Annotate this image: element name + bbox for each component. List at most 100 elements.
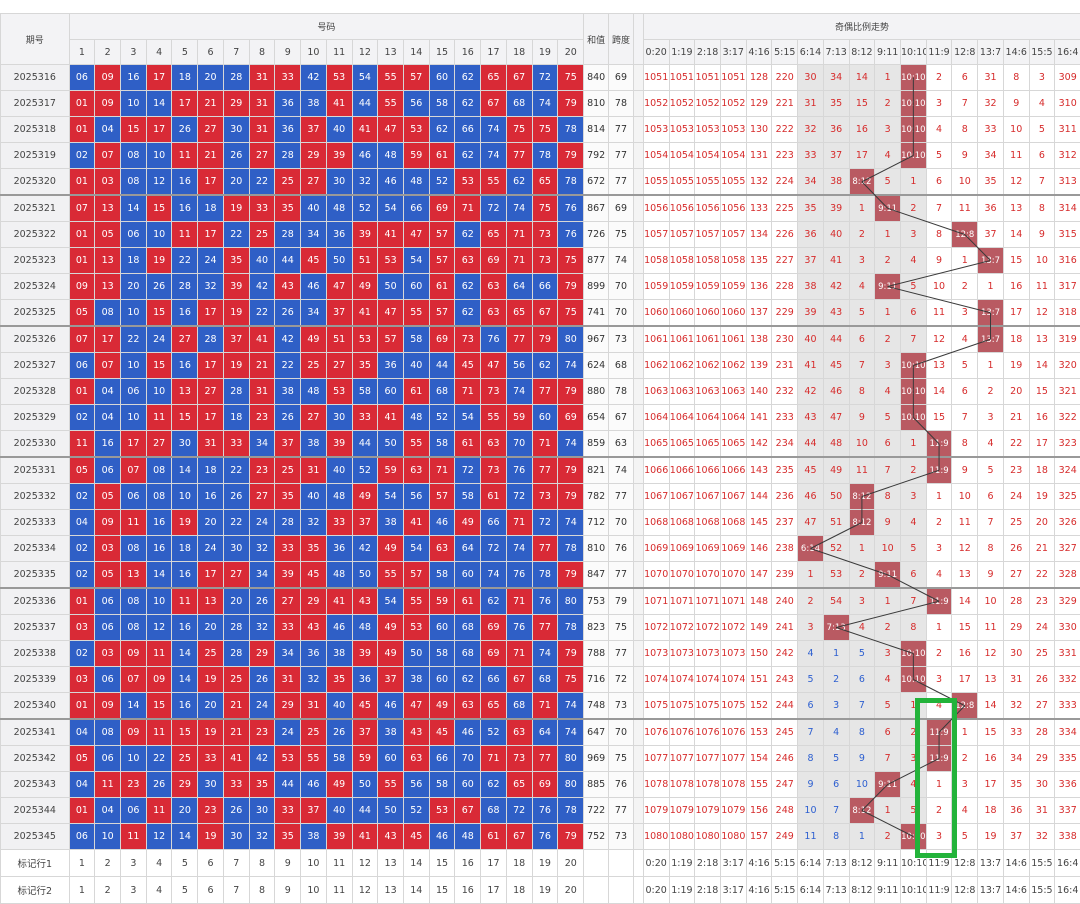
number-cell: 06 [69, 65, 95, 91]
number-cell: 18 [198, 195, 224, 222]
number-cell: 30 [223, 536, 249, 562]
number-cell: 02 [69, 405, 95, 431]
number-cell: 14 [146, 562, 172, 589]
ratio-count-cell: 1077 [643, 746, 669, 772]
ratio-count-cell: 1055 [669, 169, 695, 196]
ratio-count-cell: 1079 [695, 798, 721, 824]
ratio-count-cell: 32 [798, 117, 824, 143]
number-cell: 06 [95, 588, 121, 615]
marker-number-cell: 15 [429, 877, 455, 904]
ratio-count-cell: 23 [1003, 457, 1029, 484]
period-cell: 2025345 [1, 824, 70, 850]
period-cell: 2025321 [1, 195, 70, 222]
number-cell: 16 [95, 431, 121, 458]
number-cell: 34 [275, 641, 301, 667]
ratio-hit-cell: 10:10 [900, 117, 926, 143]
ratio-count-cell: 28 [1029, 719, 1055, 746]
number-cell: 17 [198, 300, 224, 327]
ratio-hit-cell: 8:12 [849, 798, 875, 824]
ratio-count-cell: 1078 [669, 772, 695, 798]
ratio-count-cell: 3 [798, 615, 824, 641]
ratio-count-cell: 36 [978, 195, 1004, 222]
number-cell: 22 [275, 353, 301, 379]
number-cell: 54 [378, 195, 404, 222]
number-cell: 63 [455, 693, 481, 720]
number-cell: 08 [121, 536, 147, 562]
ratio-count-cell: 2 [926, 65, 952, 91]
number-cell: 57 [403, 65, 429, 91]
ratio-count-cell: 3 [875, 353, 901, 379]
marker-ratio-cell: 7:13 [823, 850, 849, 877]
number-cell: 36 [352, 667, 378, 693]
number-cell: 62 [455, 274, 481, 300]
ratio-count-cell: 13 [1003, 195, 1029, 222]
marker-ratio-cell: 3:17 [720, 877, 746, 904]
number-cell: 37 [326, 300, 352, 327]
ratio-count-cell: 133 [746, 195, 772, 222]
period-cell: 2025341 [1, 719, 70, 746]
ratio-count-cell: 1052 [695, 91, 721, 117]
ratio-count-cell: 1061 [669, 326, 695, 353]
ratio-count-cell: 42 [823, 274, 849, 300]
sum-cell: 753 [584, 588, 609, 615]
ratio-count-cell: 27 [1003, 562, 1029, 589]
number-cell: 61 [481, 824, 507, 850]
number-cell: 01 [69, 588, 95, 615]
number-cell: 58 [429, 562, 455, 589]
marker-row-label: 标记行1 [1, 850, 70, 877]
ratio-count-cell: 221 [772, 91, 798, 117]
ratio-col-header: 14:6 [1003, 40, 1029, 65]
marker-ratio-cell: 16:4 [1055, 877, 1080, 904]
ratio-count-cell: 3 [900, 222, 926, 248]
marker-number-cell: 6 [198, 877, 224, 904]
span-cell: 63 [609, 431, 634, 458]
number-cell: 05 [95, 484, 121, 510]
number-cell: 41 [403, 510, 429, 536]
number-cell: 62 [481, 772, 507, 798]
number-cell: 15 [121, 117, 147, 143]
ratio-count-cell: 228 [772, 274, 798, 300]
number-cell: 68 [455, 615, 481, 641]
number-cell: 15 [146, 693, 172, 720]
number-cell: 13 [95, 195, 121, 222]
number-cell: 35 [275, 195, 301, 222]
ratio-count-cell: 30 [1003, 641, 1029, 667]
number-cell: 26 [223, 484, 249, 510]
ratio-count-cell: 1068 [695, 510, 721, 536]
ratio-count-cell: 1063 [695, 379, 721, 405]
number-cell: 57 [429, 248, 455, 274]
ratio-count-cell: 1070 [720, 562, 746, 589]
number-cell: 12 [146, 824, 172, 850]
ratio-col-header: 12:8 [952, 40, 978, 65]
ratio-count-cell: 135 [746, 248, 772, 274]
number-cell: 69 [558, 405, 584, 431]
number-cell: 14 [172, 824, 198, 850]
number-cell: 65 [481, 222, 507, 248]
number-cell: 20 [223, 169, 249, 196]
ratio-count-cell: 6 [900, 562, 926, 589]
ratio-count-cell: 10 [1029, 248, 1055, 274]
ratio-count-cell: 1065 [720, 431, 746, 458]
number-cell: 53 [352, 326, 378, 353]
number-cell: 15 [172, 405, 198, 431]
ratio-count-cell: 243 [772, 667, 798, 693]
marker-span-cell [609, 850, 634, 877]
ratio-count-cell: 5 [926, 143, 952, 169]
number-cell: 31 [301, 693, 327, 720]
number-cell: 62 [455, 667, 481, 693]
number-cell: 58 [455, 484, 481, 510]
marker-ratio-cell: 13:7 [978, 877, 1004, 904]
ratio-hit-cell: 10:10 [900, 91, 926, 117]
ratio-count-cell: 35 [798, 195, 824, 222]
number-cell: 38 [378, 510, 404, 536]
ratio-count-cell: 9 [952, 457, 978, 484]
number-cell: 78 [558, 536, 584, 562]
number-cell: 71 [506, 222, 532, 248]
ratio-hit-cell: 8:12 [849, 510, 875, 536]
ratio-count-cell: 329 [1055, 588, 1080, 615]
number-cell: 17 [121, 431, 147, 458]
number-cell: 71 [481, 746, 507, 772]
ratio-count-cell: 4 [849, 274, 875, 300]
